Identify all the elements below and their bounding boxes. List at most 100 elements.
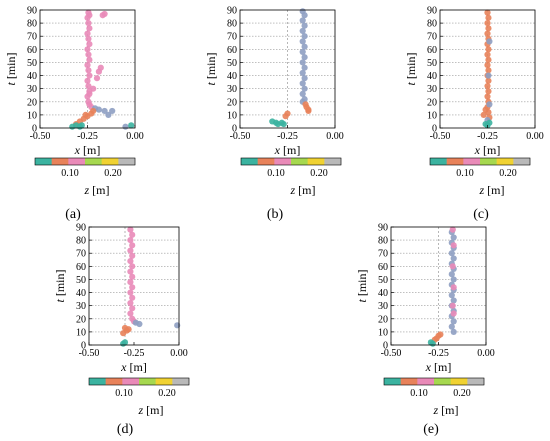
data-point [448,323,455,330]
panel-label: (c) [473,207,489,222]
data-point [480,111,487,118]
colorbar-frame [34,157,136,166]
data-point [485,67,492,74]
colorbar-tick-label: 0.20 [453,388,471,399]
colorbar-segment [274,158,292,165]
data-point [299,27,306,35]
y-axis-label: t [min] [53,269,67,302]
y-tick-label: 0 [432,124,437,135]
data-point [84,77,91,84]
data-point [299,80,306,87]
x-axis-label: x [m] [425,360,452,374]
data-point [127,299,134,307]
panel-label: (a) [65,207,81,222]
data-point [86,90,93,98]
y-tick-label: 40 [378,288,388,299]
colorbar-tick-label: 0.10 [115,388,133,399]
data-point [129,242,136,249]
data-point [301,75,308,82]
colorbar-tick-label: 0.20 [104,168,122,179]
x-tick-label: -0.50 [230,131,251,142]
y-tick-label: 10 [427,110,437,121]
colorbar-segment [384,378,401,385]
y-tick-label: 10 [378,327,388,338]
data-point [486,101,493,108]
y-tick-label: 30 [227,84,237,95]
colorbar-segment [139,378,156,385]
y-tick-label: 70 [27,32,37,43]
y-tick-label: 50 [27,58,37,69]
y-tick-label: 40 [27,71,37,82]
y-tick-label: 90 [378,223,388,234]
data-point [129,294,136,301]
y-tick-label: 20 [427,97,437,108]
y-tick-label: 30 [76,301,86,312]
data-point [84,14,91,21]
y-tick-label: 50 [378,275,388,286]
colorbar-segment [101,158,119,165]
x-tick-label: -0.50 [30,131,51,142]
colorbar-frame [429,157,531,166]
data-point [485,72,492,79]
data-point [95,68,102,75]
y-tick-label: 10 [27,110,37,121]
x-tick-label: 0.00 [126,131,144,142]
data-point [485,46,492,53]
data-point [450,255,457,262]
data-point [101,107,108,115]
data-point [127,268,134,275]
data-point [450,242,457,249]
data-point [85,82,92,90]
y-tick-label: 30 [427,84,437,95]
x-tick-label: 0.00 [326,131,344,142]
y-axis-label: t [min] [404,52,418,85]
colorbar-segment [155,378,173,385]
colorbar-segment [172,378,190,385]
data-point [449,226,456,233]
panel-label: (b) [267,207,284,222]
y-tick-label: 20 [227,97,237,108]
y-tick-label: 40 [427,71,437,82]
colorbar-tick-label: 0.10 [456,168,474,179]
data-point [86,25,93,32]
x-tick-label: -0.25 [477,131,498,142]
colorbar-segment [85,158,102,165]
colorbar-segment [291,158,308,165]
data-point [437,331,444,338]
data-point [122,123,129,130]
data-point [84,30,91,37]
data-point [129,252,136,259]
colorbar-segment [122,378,140,385]
colorbar-frame [240,157,342,166]
data-point [450,234,457,241]
x-tick-label: -0.50 [430,131,451,142]
chart-panel: 0 10 20 30 40 50 60 70 80 90 -0.50 -0.25 0.00 x [m] t … [355,223,495,438]
data-point [301,85,308,92]
colorbar-segment [417,378,435,385]
data-point [127,226,134,233]
colorbar-segment [463,158,481,165]
data-point [299,90,306,98]
y-tick-label: 10 [76,327,86,338]
data-point [99,12,106,19]
data-point [484,93,491,100]
colorbar-frame [88,377,190,386]
data-point [485,88,492,95]
y-tick-label: 70 [427,32,437,43]
data-point [301,43,308,50]
y-tick-label: 60 [427,45,437,56]
data-point [127,289,134,296]
data-point [485,77,492,84]
colorbar-tick-label: 0.20 [499,168,517,179]
y-tick-label: 80 [378,236,388,247]
data-point [127,310,134,317]
data-point [78,122,85,129]
y-tick-label: 20 [76,314,86,325]
x-tick-label: -0.50 [79,348,100,359]
data-point [450,310,457,317]
data-point [109,107,116,115]
data-point [485,14,492,21]
colorbar-segment [68,158,86,165]
colorbar-segment [446,158,464,165]
colorbar-segment [450,378,468,385]
